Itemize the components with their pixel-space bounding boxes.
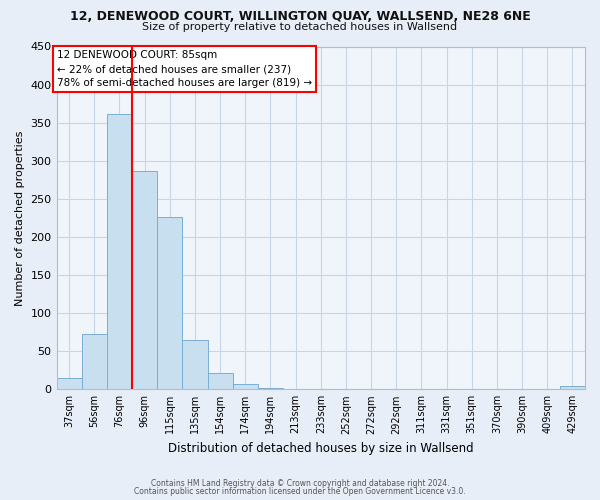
Bar bbox=[56, 378, 82, 390]
Text: 12 DENEWOOD COURT: 85sqm
← 22% of detached houses are smaller (237)
78% of semi-: 12 DENEWOOD COURT: 85sqm ← 22% of detach… bbox=[57, 50, 312, 88]
Text: 12, DENEWOOD COURT, WILLINGTON QUAY, WALLSEND, NE28 6NE: 12, DENEWOOD COURT, WILLINGTON QUAY, WAL… bbox=[70, 10, 530, 23]
Bar bbox=[258, 388, 283, 390]
Bar bbox=[82, 334, 107, 390]
Y-axis label: Number of detached properties: Number of detached properties bbox=[15, 130, 25, 306]
Bar bbox=[132, 170, 157, 390]
Bar bbox=[157, 217, 182, 390]
Text: Contains HM Land Registry data © Crown copyright and database right 2024.: Contains HM Land Registry data © Crown c… bbox=[151, 478, 449, 488]
Bar bbox=[560, 386, 585, 390]
Text: Size of property relative to detached houses in Wallsend: Size of property relative to detached ho… bbox=[142, 22, 458, 32]
Text: Contains public sector information licensed under the Open Government Licence v3: Contains public sector information licen… bbox=[134, 487, 466, 496]
X-axis label: Distribution of detached houses by size in Wallsend: Distribution of detached houses by size … bbox=[168, 442, 473, 455]
Bar bbox=[208, 372, 233, 390]
Bar bbox=[233, 384, 258, 390]
Bar bbox=[182, 340, 208, 390]
Bar bbox=[107, 114, 132, 390]
